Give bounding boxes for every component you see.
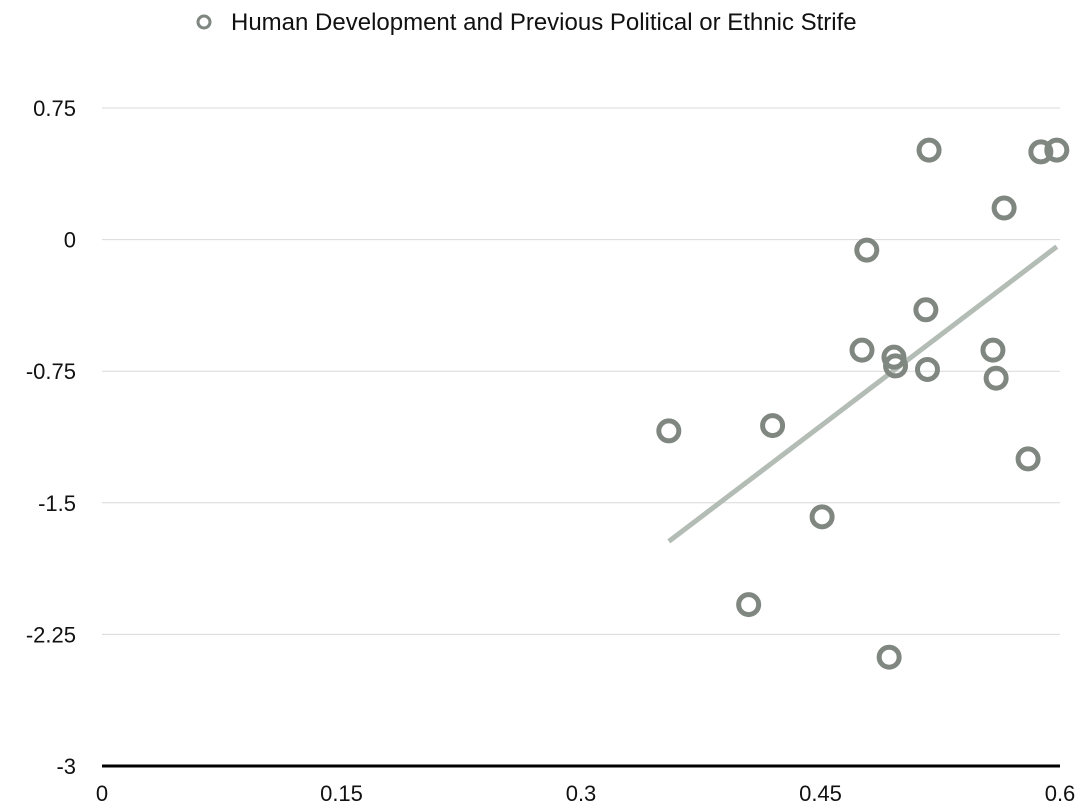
data-point [914, 356, 940, 382]
data-point [876, 644, 902, 670]
y-tick-label: 0.75 [33, 96, 76, 121]
y-tick-label: -2.25 [26, 622, 76, 647]
data-point [656, 418, 682, 444]
x-tick-label: 0.15 [320, 781, 363, 806]
data-point [736, 592, 762, 618]
data-point [1044, 137, 1070, 163]
data-point [913, 297, 939, 323]
data-point [1028, 139, 1054, 165]
data-point [980, 337, 1006, 363]
data-point [849, 337, 875, 363]
y-axis-ticks: 0.75 0 -0.75 -1.5 -2.25 -3 [26, 96, 76, 779]
y-tick-label: -3 [56, 754, 76, 779]
data-point [883, 353, 909, 379]
x-tick-label: 0 [96, 781, 108, 806]
data-point [983, 365, 1009, 391]
legend-marker [196, 14, 212, 30]
data-points [656, 137, 1070, 670]
data-point [760, 413, 786, 439]
y-tick-label: -0.75 [26, 359, 76, 384]
data-point [991, 195, 1017, 221]
x-axis-ticks: 0 0.15 0.3 0.45 0.6 [96, 781, 1075, 806]
data-point [854, 237, 880, 263]
legend-label: Human Development and Previous Political… [231, 9, 857, 36]
x-tick-label: 0.3 [566, 781, 597, 806]
data-point [809, 504, 835, 530]
grid [102, 107, 1060, 635]
y-tick-label: 0 [64, 228, 76, 253]
x-tick-label: 0.6 [1045, 781, 1076, 806]
data-point [1015, 446, 1041, 472]
y-tick-label: -1.5 [38, 491, 76, 516]
trendline [667, 244, 1059, 544]
legend: Human Development and Previous Political… [196, 9, 857, 36]
data-point [916, 137, 942, 163]
x-tick-label: 0.45 [799, 781, 842, 806]
